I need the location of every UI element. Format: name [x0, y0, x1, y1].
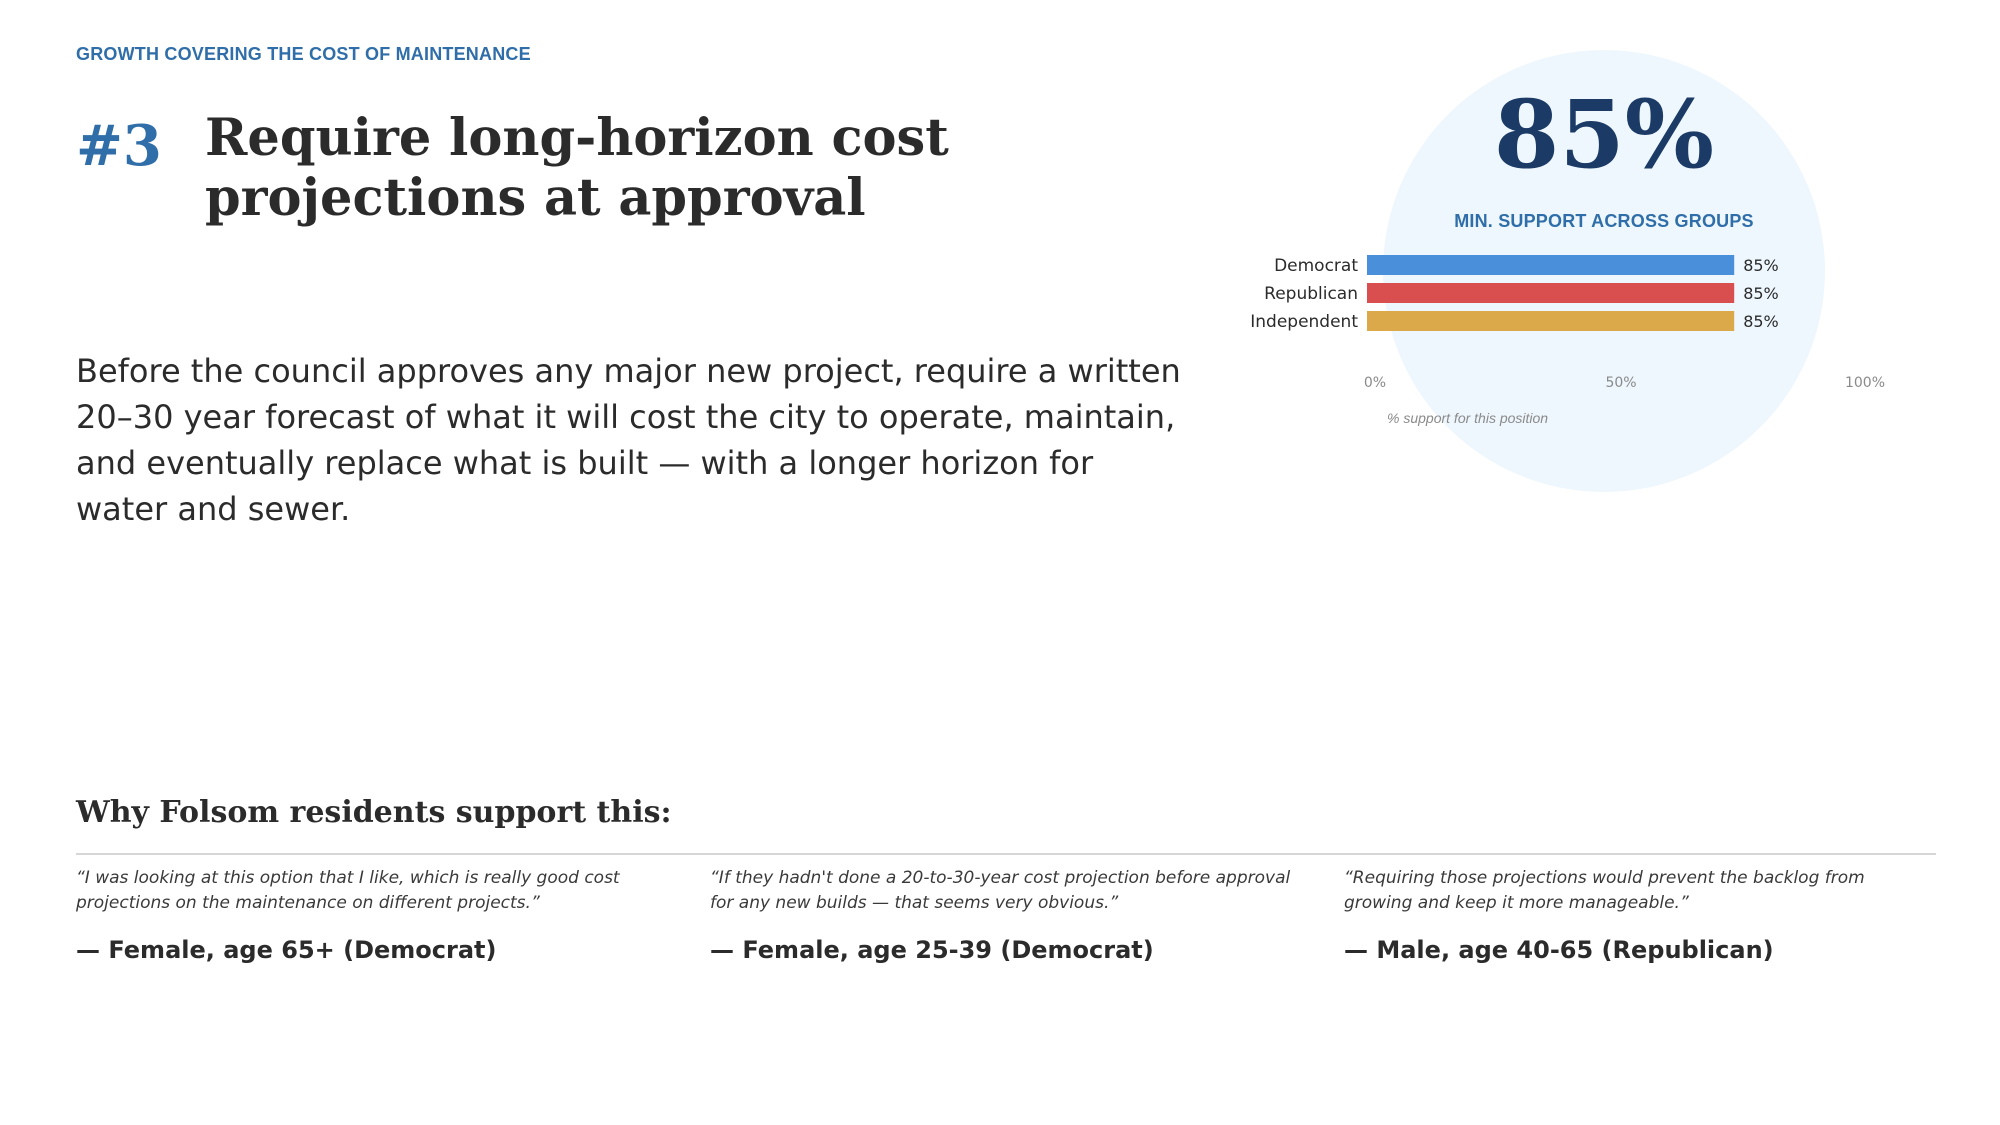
min-support-stat: 85%: [1493, 80, 1715, 190]
bar-democrat: [1367, 255, 1735, 275]
value-label: 85%: [1743, 284, 1779, 303]
rank-number: #3: [76, 113, 162, 179]
quote-text: “I was looking at this option that I lik…: [76, 868, 620, 913]
x-tick-label: 100%: [1845, 375, 1885, 391]
bar-independent: [1367, 311, 1735, 331]
axis-caption: % support for this position: [1387, 410, 1549, 426]
x-tick-label: 0%: [1364, 375, 1386, 391]
quote-text: “Requiring those projections would preve…: [1344, 868, 1865, 913]
quote-attribution: — Female, age 25-39 (Democrat): [710, 936, 1154, 964]
quote-card: “If they hadn't done a 20-to-30-year cos…: [710, 866, 1300, 964]
category-label: Republican: [1264, 284, 1358, 304]
section-eyebrow: GROWTH COVERING THE COST OF MAINTENANCE: [76, 44, 531, 64]
bar-republican: [1367, 283, 1735, 303]
x-tick-label: 50%: [1605, 375, 1636, 391]
value-label: 85%: [1743, 312, 1779, 331]
section-divider: [76, 853, 1936, 855]
min-support-label: MIN. SUPPORT ACROSS GROUPS: [1454, 211, 1754, 231]
quote-text: “If they hadn't done a 20-to-30-year cos…: [710, 868, 1291, 913]
quotes-section-title: Why Folsom residents support this:: [76, 795, 672, 830]
quote-attribution: — Female, age 65+ (Democrat): [76, 936, 497, 964]
quote-attribution: — Male, age 40-65 (Republican): [1344, 936, 1774, 964]
category-label: Democrat: [1274, 256, 1358, 276]
proposal-description: Before the council approves any major ne…: [76, 352, 1181, 528]
value-label: 85%: [1743, 256, 1779, 275]
quote-card: “I was looking at this option that I lik…: [76, 866, 666, 964]
support-bar-chart: Democrat 85% Republican 85% Independent 85% 0%…: [1250, 255, 1885, 391]
quote-card: “Requiring those projections would preve…: [1344, 866, 1934, 964]
page-title: Require long-horizon cost projections at…: [205, 108, 949, 228]
category-label: Independent: [1250, 312, 1358, 332]
